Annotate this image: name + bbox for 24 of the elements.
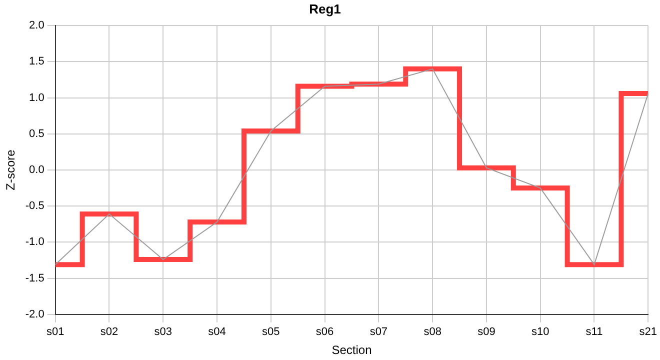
x-tick-label: s10: [531, 326, 550, 338]
x-tick-label: s09: [478, 326, 496, 338]
y-tick-label: -1.0: [25, 236, 44, 248]
y-axis-title: Z-score: [4, 149, 18, 190]
y-tick-label: 2.0: [29, 20, 44, 32]
x-tick-label: s05: [262, 326, 280, 338]
x-tick-label: s11: [586, 326, 603, 338]
x-tick-label: s07: [370, 326, 388, 338]
x-axis-title: Section: [332, 343, 372, 358]
x-tick-label: s01: [46, 326, 64, 338]
x-tick-label: s08: [424, 326, 442, 338]
x-tick-label: s04: [208, 326, 226, 338]
y-tick-label: -0.5: [25, 200, 44, 212]
y-tick-label: 1.0: [29, 92, 44, 104]
y-tick-label: -1.5: [25, 272, 44, 284]
x-tick-label: s21: [639, 326, 658, 338]
y-tick-label: 0.0: [29, 164, 44, 176]
y-tick-label: 0.5: [29, 128, 44, 140]
y-tick-label: -2.0: [25, 308, 44, 320]
chart-title: Reg1: [309, 1, 341, 16]
x-tick-label: s02: [100, 326, 118, 338]
y-tick-label: 1.5: [29, 56, 44, 68]
x-tick-label: s03: [154, 326, 172, 338]
x-tick-label: s06: [316, 326, 334, 338]
